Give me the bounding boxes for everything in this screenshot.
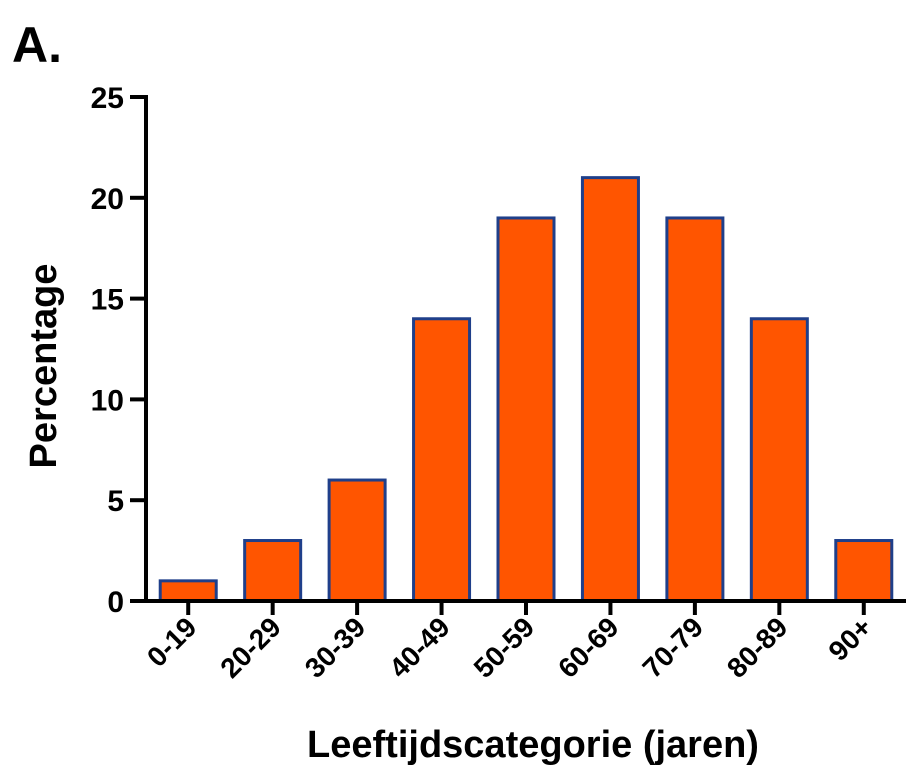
x-axis: 0-19 20-29 30-39 40-49 50-59 60-69 70-79 80-89 9… xyxy=(141,599,906,684)
bars-group xyxy=(158,176,894,603)
x-tick-label-30-39: 30-39 xyxy=(299,611,372,684)
bar-50-59 xyxy=(496,216,556,603)
x-tick-label-20-29: 20-29 xyxy=(214,611,287,684)
y-tick-label-10: 10 xyxy=(91,384,124,417)
y-axis: 0 5 10 15 20 25 xyxy=(91,82,148,619)
x-tick-label-90+: 90+ xyxy=(823,611,879,667)
bar-70-79 xyxy=(665,216,725,603)
bar-90+ xyxy=(834,539,894,603)
bar-20-29 xyxy=(243,539,303,603)
bar-30-39 xyxy=(327,478,387,603)
y-axis-title: Percentage xyxy=(23,264,65,469)
y-tick-label-0: 0 xyxy=(107,586,124,619)
y-tick-label-20: 20 xyxy=(91,183,124,216)
x-tick-label-70-79: 70-79 xyxy=(637,611,710,684)
panel-label: A. xyxy=(12,17,62,73)
bar-80-89 xyxy=(749,317,809,603)
bar-60-69 xyxy=(580,176,640,603)
x-tick-label-50-59: 50-59 xyxy=(468,611,541,684)
y-tick-label-5: 5 xyxy=(107,485,124,518)
y-tick-label-25: 25 xyxy=(91,82,124,115)
x-tick-label-40-49: 40-49 xyxy=(383,611,456,684)
x-tick-label-80-89: 80-89 xyxy=(721,611,794,684)
x-tick-label-60-69: 60-69 xyxy=(552,611,625,684)
y-tick-label-15: 15 xyxy=(91,284,124,317)
x-axis-title: Leeftijdscategorie (jaren) xyxy=(307,724,759,766)
bar-40-49 xyxy=(412,317,472,603)
x-tick-label-0-19: 0-19 xyxy=(141,611,203,673)
bar-0-19 xyxy=(158,579,218,603)
